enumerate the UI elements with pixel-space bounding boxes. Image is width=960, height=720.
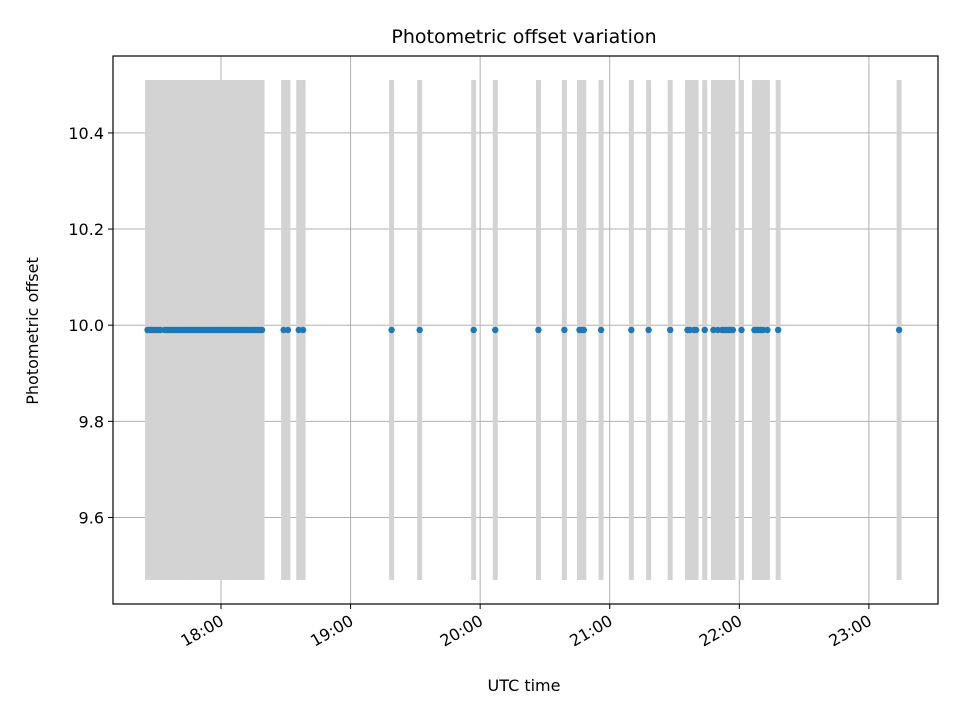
data-point <box>729 326 737 334</box>
data-point <box>388 326 395 334</box>
data-point <box>628 326 635 334</box>
data-point <box>470 326 477 334</box>
data-point <box>535 326 542 334</box>
y-axis-title: Photometric offset <box>23 257 42 405</box>
data-point <box>774 326 782 334</box>
data-point <box>284 326 292 334</box>
data-point <box>561 326 568 334</box>
data-point <box>416 326 423 334</box>
y-tick-label: 9.8 <box>79 412 104 431</box>
data-point <box>258 326 266 334</box>
data-point <box>895 326 903 334</box>
y-tick-label: 10.0 <box>68 316 104 335</box>
data-point <box>597 326 605 334</box>
plot-frame <box>112 55 939 605</box>
data-point <box>692 326 700 334</box>
data-point <box>645 326 652 334</box>
data-point <box>492 326 499 334</box>
data-point <box>580 326 588 334</box>
y-tick-label: 10.4 <box>68 124 104 143</box>
chart-title: Photometric offset variation <box>391 26 656 48</box>
data-point <box>738 326 745 334</box>
y-tick-label: 10.2 <box>68 220 104 239</box>
x-axis-title: UTC time <box>488 676 561 695</box>
data-point <box>666 326 674 334</box>
data-points <box>144 326 903 334</box>
data-point <box>299 326 307 334</box>
y-tick-label: 9.6 <box>79 508 104 527</box>
data-point <box>701 326 708 334</box>
data-point <box>764 326 771 334</box>
